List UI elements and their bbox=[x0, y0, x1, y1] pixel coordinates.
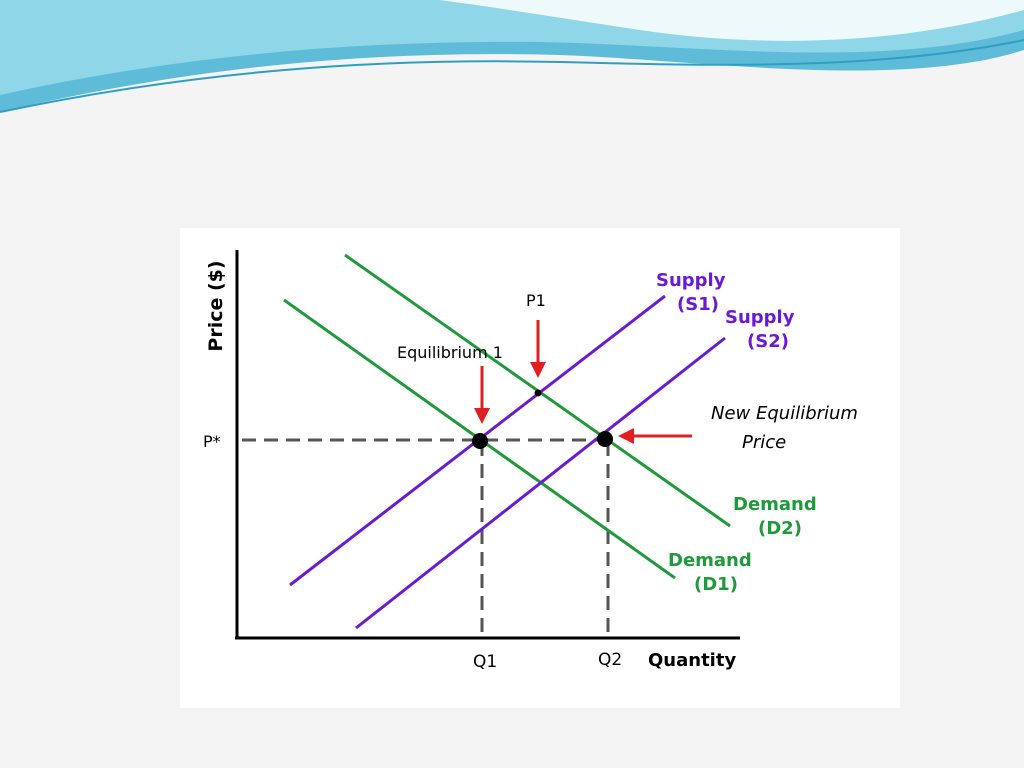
equilibrium-1-label: Equilibrium 1 bbox=[397, 343, 503, 362]
p-star-label: P* bbox=[203, 432, 221, 451]
q2-label: Q2 bbox=[598, 650, 622, 670]
supply-demand-diagram: Price ($) Quantity P* Q1 Q2 P1 Equilibri… bbox=[180, 228, 900, 708]
p1-point bbox=[534, 389, 542, 397]
new-equilibrium-point bbox=[597, 431, 613, 447]
wave-line bbox=[0, 39, 1024, 113]
d2-label-line1: Demand bbox=[733, 494, 817, 515]
p1-arrow bbox=[530, 320, 546, 378]
diagram-canvas: Price ($) Quantity P* Q1 Q2 P1 Equilibri… bbox=[203, 250, 858, 672]
equilibrium-1-arrow bbox=[474, 366, 490, 424]
supply-curve-s2 bbox=[355, 336, 726, 630]
slide-header-wave bbox=[0, 0, 1024, 113]
new-equilibrium-arrow bbox=[618, 428, 692, 444]
s2-label-line1: Supply bbox=[725, 307, 795, 328]
x-axis-label: Quantity bbox=[648, 650, 736, 671]
d1-label-line1: Demand bbox=[668, 550, 752, 571]
y-axis-label: Price ($) bbox=[205, 260, 227, 351]
s2-label-line2: (S2) bbox=[747, 331, 789, 352]
s1-label-line2: (S1) bbox=[677, 294, 719, 315]
s1-label-line1: Supply bbox=[656, 270, 726, 291]
q1-label: Q1 bbox=[473, 652, 497, 672]
p1-label: P1 bbox=[526, 291, 546, 310]
d1-label-line2: (D1) bbox=[694, 574, 738, 595]
new-equilibrium-label-line2: Price bbox=[742, 432, 786, 453]
wave-highlight bbox=[440, 0, 1024, 41]
new-equilibrium-label-line1: New Equilibrium bbox=[711, 403, 858, 424]
equilibrium-1-point bbox=[472, 433, 488, 449]
d2-label-line2: (D2) bbox=[758, 518, 802, 539]
